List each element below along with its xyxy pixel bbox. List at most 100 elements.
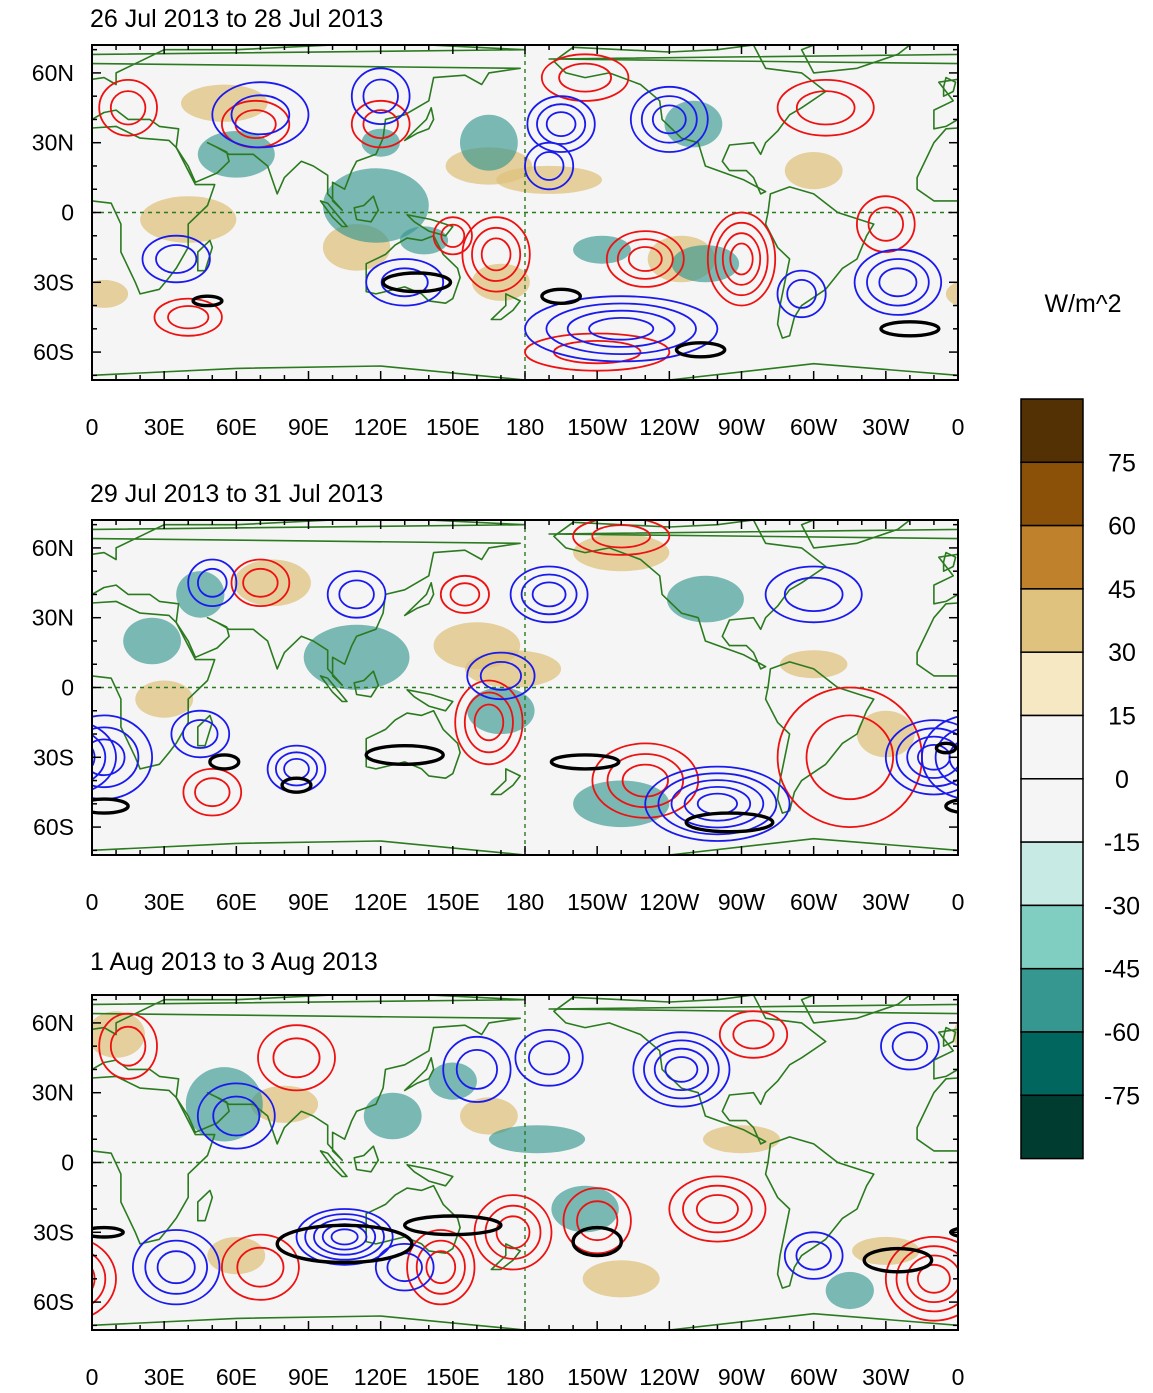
colorbar-label: 75 <box>1108 449 1136 477</box>
negative-contour <box>632 1031 731 1108</box>
positive-shading-blob <box>233 559 311 607</box>
x-tick-label: 30E <box>144 1364 185 1390</box>
x-tick-label: 0 <box>952 414 965 440</box>
positive-contour <box>805 714 894 801</box>
negative-contour <box>442 1035 512 1103</box>
panel-3-y-axis-labels: 60N 30N 0 30S 60S <box>32 1010 74 1315</box>
negative-contour <box>520 573 578 616</box>
x-tick-label: 60E <box>216 889 257 915</box>
coastline-new-zealand <box>490 1243 521 1271</box>
negative-shading-blob <box>551 1185 619 1233</box>
thick-contours <box>191 271 941 359</box>
negative-contour <box>304 1213 385 1261</box>
positive-contour <box>776 79 875 137</box>
positive-contour <box>540 53 630 102</box>
thick-contour <box>92 1225 125 1239</box>
positive-contour <box>695 1194 739 1224</box>
colorbar-label: 45 <box>1108 576 1136 604</box>
reference-lines <box>92 45 958 380</box>
panel-1-title: 26 Jul 2013 to 28 Jul 2013 <box>90 5 383 33</box>
positive-contour <box>576 1200 619 1242</box>
positive-contour <box>220 1233 300 1301</box>
positive-contour <box>558 62 612 93</box>
coastline-australia <box>365 1185 461 1254</box>
positive-shading-blob <box>945 281 958 307</box>
negative-contour <box>934 728 958 787</box>
negative-contour <box>906 735 958 779</box>
positive-contour <box>732 1019 775 1050</box>
coastline-africa <box>92 1075 958 1245</box>
colorbar-label: -45 <box>1104 956 1140 984</box>
positive-shading-blob <box>135 680 194 718</box>
thick-contour <box>540 287 582 305</box>
x-tick-label: 120W <box>639 1364 699 1390</box>
coastline-new-guinea <box>406 1164 454 1187</box>
negative-contour <box>531 581 567 608</box>
positive-contour <box>109 1025 147 1067</box>
negative-contour <box>197 567 228 598</box>
positive-contour <box>895 1245 958 1313</box>
negative-contour <box>651 104 687 135</box>
x-tick-label: 30E <box>144 889 185 915</box>
colorbar-swatch <box>1020 904 1084 970</box>
map-panel-2: 29 Jul 2013 to 31 Jul 2013 60N 30N 0 30S 60S… <box>32 480 965 915</box>
panel-3-x-axis-labels: 0 30E 60E 90E 120E 150E 180 150W 120W 90W 60W 30W 0 <box>86 1364 965 1390</box>
negative-contour <box>643 1039 720 1100</box>
positive-contour <box>572 520 671 556</box>
negative-contour <box>92 738 126 777</box>
negative-contour <box>670 779 765 829</box>
x-tick-label: 90E <box>288 414 329 440</box>
colorbar-swatch <box>1020 461 1084 527</box>
x-tick-label: 150W <box>567 889 627 915</box>
x-tick-label: 0 <box>86 1364 99 1390</box>
thick-contour <box>934 741 958 755</box>
colorbar-swatch <box>1020 1031 1084 1097</box>
positive-contour <box>884 1236 958 1322</box>
positive-contour <box>194 777 231 808</box>
positive-contour <box>616 238 674 280</box>
y-tick-label: 0 <box>61 675 74 701</box>
negative-contour <box>365 258 445 307</box>
x-tick-label: 30E <box>144 414 185 440</box>
coastline-uk <box>942 1026 957 1047</box>
negative-contours <box>141 67 943 363</box>
positive-contour <box>906 1254 958 1303</box>
y-tick-label: 30S <box>33 1219 74 1245</box>
negative-contour <box>786 278 817 309</box>
thick-contour <box>571 1225 624 1258</box>
negative-contour <box>350 67 411 125</box>
positive-contour <box>350 99 411 149</box>
negative-contour <box>326 570 387 619</box>
negative-contour <box>524 295 719 363</box>
coastline-antarctica <box>92 362 958 380</box>
panel-1-x-axis-labels: 0 30E 60E 90E 120E 150E 180 150W 120W 90W 60W 30W 0 <box>86 414 965 440</box>
x-tick-label: 90W <box>718 414 766 440</box>
negative-contour <box>640 95 698 144</box>
x-tick-label: 120W <box>639 414 699 440</box>
y-tick-label: 0 <box>61 1150 74 1176</box>
positive-contour <box>98 79 158 137</box>
y-tick-label: 60S <box>33 814 74 840</box>
positive-contour <box>605 230 685 288</box>
negative-contour <box>545 111 577 137</box>
negative-contour <box>92 726 140 789</box>
y-tick-label: 60N <box>32 1010 74 1036</box>
y-tick-label: 30N <box>32 1080 74 1106</box>
colorbar-label: -60 <box>1104 1019 1140 1047</box>
negative-contour <box>527 1040 571 1076</box>
negative-contour <box>187 558 238 607</box>
negative-contour <box>921 715 958 799</box>
thick-contours <box>92 1214 958 1274</box>
panel-1-y-axis-labels: 60N 30N 0 30S 60S <box>32 60 74 365</box>
coastlines <box>92 995 958 1330</box>
positive-contour <box>461 216 531 293</box>
x-tick-label: 0 <box>86 414 99 440</box>
negative-contour <box>313 1218 377 1256</box>
panel-2-y-axis-labels: 60N 30N 0 30S 60S <box>32 535 74 840</box>
coastline-japan <box>403 1057 435 1092</box>
positive-contour <box>917 1263 951 1294</box>
negative-contour <box>466 651 536 701</box>
positive-contour <box>167 305 210 330</box>
x-tick-label: 30W <box>862 889 910 915</box>
x-tick-label: 120E <box>354 1364 408 1390</box>
